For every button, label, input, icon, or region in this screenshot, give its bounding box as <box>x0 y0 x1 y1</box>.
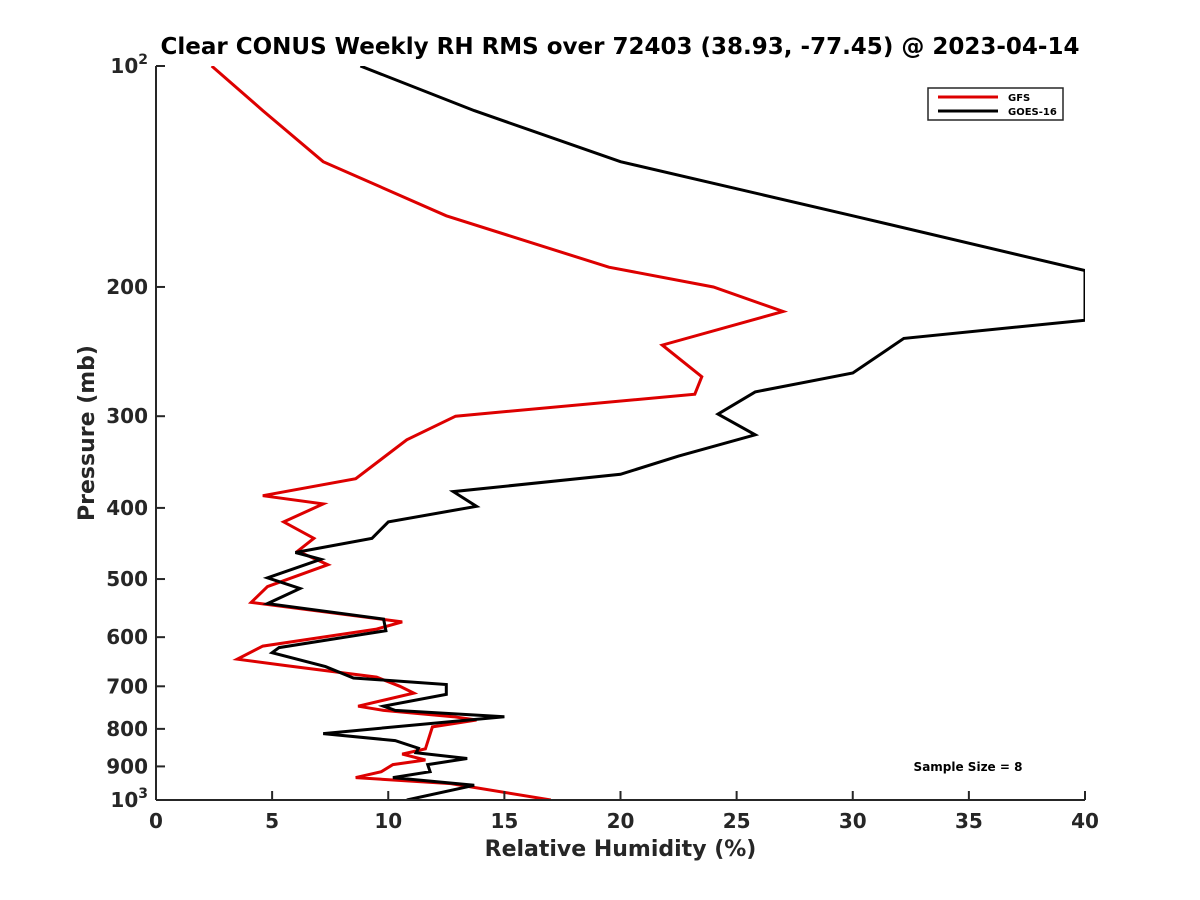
y-tick-label: 600 <box>106 625 148 649</box>
x-tick-label: 35 <box>955 809 983 833</box>
legend-label: GOES-16 <box>1008 107 1057 118</box>
y-axis-title: Pressure (mb) <box>75 345 100 521</box>
sample-size-annotation: Sample Size = 8 <box>914 760 1023 774</box>
x-axis-title: Relative Humidity (%) <box>485 837 757 862</box>
series-line-goes-16 <box>262 66 1085 800</box>
legend-label: GFS <box>1008 93 1030 104</box>
y-tick-label: 700 <box>106 674 148 698</box>
x-tick-label: 30 <box>839 809 867 833</box>
y-tick-label: 900 <box>106 754 148 778</box>
x-tick-label: 5 <box>265 809 279 833</box>
axes-layer: 0 5 10 15 20 25 30 35 40 102 200 300 400 500 600 700 800… <box>106 52 1099 833</box>
chart-title: Clear CONUS Weekly RH RMS over 72403 (38… <box>161 34 1080 60</box>
x-tick-label: 25 <box>723 809 751 833</box>
x-tick-label: 15 <box>490 809 518 833</box>
y-tick-label: 500 <box>106 567 148 591</box>
plot-area <box>156 66 1085 800</box>
series-layer <box>210 66 1085 800</box>
x-tick-label: 20 <box>607 809 635 833</box>
y-tick-label: 300 <box>106 404 148 428</box>
x-tick-label: 0 <box>149 809 163 833</box>
x-tick-label: 10 <box>374 809 402 833</box>
x-tick-label: 40 <box>1071 809 1099 833</box>
y-tick-label: 103 <box>110 786 148 812</box>
y-tick-label: 400 <box>106 496 148 520</box>
y-tick-label: 102 <box>110 52 148 78</box>
y-tick-label: 200 <box>106 275 148 299</box>
y-tick-label: 800 <box>106 717 148 741</box>
legend-box <box>927 87 1064 121</box>
legend: GFS GOES-16 <box>927 87 1064 121</box>
